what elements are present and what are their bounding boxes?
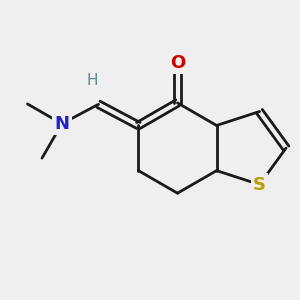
- Text: H: H: [86, 73, 98, 88]
- Text: O: O: [170, 54, 185, 72]
- Text: S: S: [253, 176, 266, 194]
- Text: N: N: [54, 115, 69, 133]
